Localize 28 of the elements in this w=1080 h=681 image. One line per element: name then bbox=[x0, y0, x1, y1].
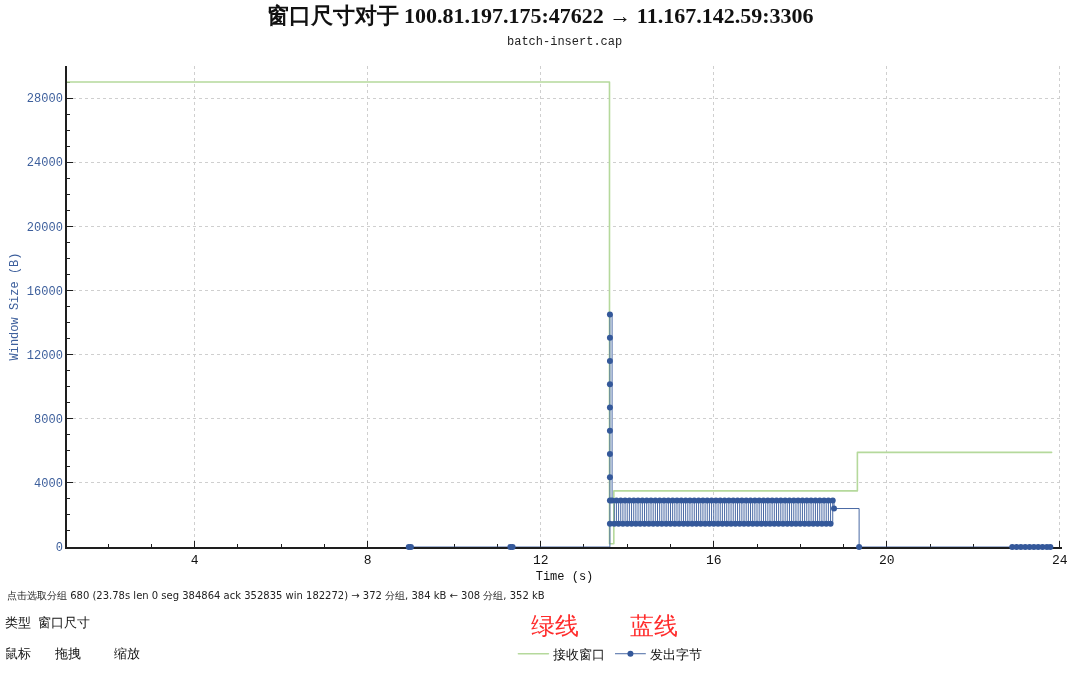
x-tick-label: 4 bbox=[190, 553, 199, 569]
y-tick-label: 28000 bbox=[26, 92, 63, 107]
x-tick-label: 24 bbox=[1052, 553, 1068, 569]
y-tick-label: 16000 bbox=[26, 284, 63, 299]
x-tick-label: 12 bbox=[532, 553, 549, 569]
x-axis-title: Time (s) bbox=[535, 569, 594, 584]
text: 点击选取分组 680 (23.78s len 0 seg 384864 ack 352835 win 182272) → 372 分组, 384 kB ← 308 分组, 352 kB bbox=[7, 590, 545, 601]
y-tick-label: 0 bbox=[55, 541, 63, 556]
y-tick-label: 4000 bbox=[34, 477, 63, 492]
y-tick-label: 24000 bbox=[26, 156, 63, 171]
legend-label: 发出字节 bbox=[650, 646, 703, 662]
text: 类型 bbox=[5, 615, 31, 630]
y-tick-label: 8000 bbox=[34, 412, 63, 427]
text: 鼠标 bbox=[5, 646, 31, 661]
y-tick-label: 12000 bbox=[26, 348, 63, 363]
x-tick-label: 20 bbox=[878, 553, 895, 569]
text: 蓝线 bbox=[630, 612, 678, 640]
x-tick-label: 16 bbox=[705, 553, 722, 569]
legend-label: 接收窗口 bbox=[553, 646, 606, 662]
x-tick-label: 8 bbox=[363, 553, 372, 569]
y-axis-title: Window Size (B) bbox=[7, 252, 22, 361]
chart-subtitle: batch-insert.cap bbox=[507, 35, 623, 49]
y-tick-label: 20000 bbox=[26, 220, 63, 235]
text: 绿线 bbox=[531, 612, 579, 640]
text: 缩放 bbox=[114, 646, 140, 661]
text: 拖拽 bbox=[54, 646, 81, 661]
text: 窗口尺寸 bbox=[38, 615, 90, 630]
chart-title: 窗口尺寸对于 100.81.197.175:47622 → 11.167.142.59:3306 bbox=[266, 2, 814, 28]
